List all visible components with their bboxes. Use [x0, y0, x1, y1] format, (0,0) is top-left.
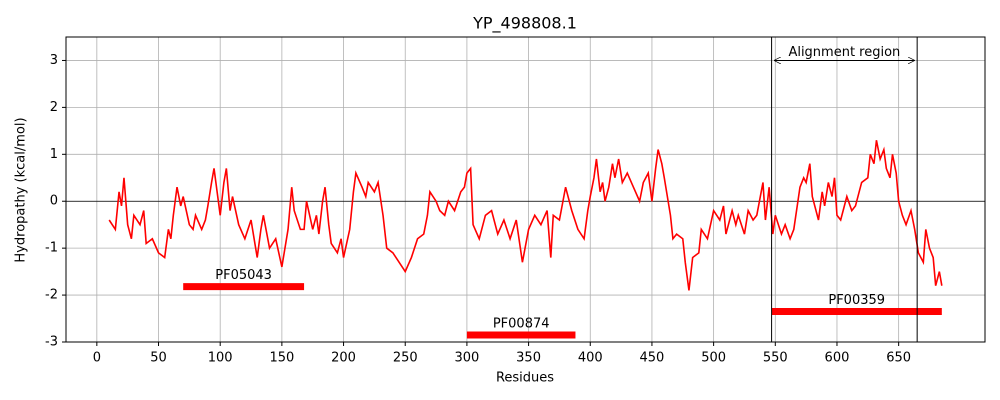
x-tick-label: 350	[516, 351, 541, 366]
x-axis-label: Residues	[496, 371, 554, 386]
x-tick-label: 150	[269, 351, 294, 366]
x-tick-label: 400	[578, 351, 603, 366]
x-tick-label: 0	[93, 351, 101, 366]
x-tick-label: 600	[825, 351, 850, 366]
x-tick-label: 500	[701, 351, 726, 366]
hydropathy-line	[108, 140, 943, 291]
y-tick-label: 0	[50, 194, 58, 209]
x-tick-label: 50	[150, 351, 167, 366]
x-tick-label: 200	[331, 351, 356, 366]
y-tick-label: 1	[50, 147, 58, 162]
y-tick-label: 3	[50, 53, 58, 68]
plot-frame	[65, 36, 986, 343]
x-tick-label: 650	[886, 351, 911, 366]
y-axis-label: Hydropathy (kcal/mol)	[14, 117, 29, 262]
x-tick-label: 450	[640, 351, 665, 366]
domain-label: PF05043	[215, 268, 272, 283]
y-tick-label: -2	[45, 288, 58, 303]
chart-title: YP_498808.1	[472, 14, 577, 34]
domain-label: PF00874	[493, 316, 550, 331]
y-tick-label: 2	[50, 100, 58, 115]
domain-label: PF00359	[828, 293, 885, 308]
alignment-label: Alignment region	[788, 45, 900, 60]
x-tick-label: 300	[454, 351, 479, 366]
x-tick-label: 250	[393, 351, 418, 366]
y-tick-label: -3	[45, 335, 58, 350]
x-tick-label: 100	[208, 351, 233, 366]
x-tick-label: 550	[763, 351, 788, 366]
y-tick-label: -1	[45, 241, 58, 256]
